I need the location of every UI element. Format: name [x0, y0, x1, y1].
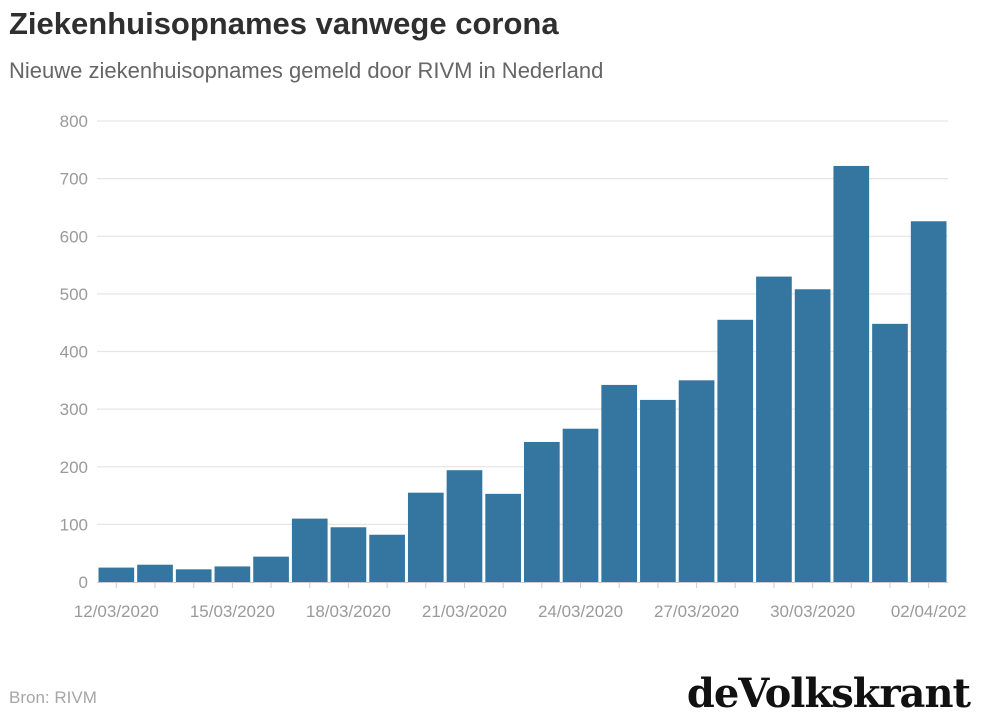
y-tick-label: 500: [60, 285, 88, 304]
chart-subtitle: Nieuwe ziekenhuisopnames gemeld door RIV…: [9, 58, 604, 83]
bar: [562, 428, 599, 582]
source-note: Bron: RIVM: [9, 688, 97, 707]
x-tick-label: 24/03/2020: [538, 602, 623, 621]
bar: [872, 323, 908, 582]
bar: [910, 221, 947, 582]
bar: [640, 399, 676, 582]
bar: [833, 165, 870, 582]
x-tick-label: 21/03/2020: [422, 602, 507, 621]
x-tick-label: 27/03/2020: [654, 602, 739, 621]
axes: 0 100 200 300 400 500 600 700 800 12/03/2020 15/03…: [60, 112, 967, 621]
bar: [291, 518, 328, 582]
bar-chart: 0 100 200 300 400 500 600 700 800 12/03/2020 15/03…: [60, 112, 967, 621]
bar: [678, 380, 715, 582]
y-tick-label: 100: [60, 515, 88, 534]
volkskrant-logo: deVolkskrant: [686, 670, 971, 717]
bar: [330, 527, 367, 582]
bar: [137, 564, 173, 582]
x-tick-label: 18/03/2020: [306, 602, 391, 621]
y-tick-label: 600: [60, 227, 88, 246]
bar: [601, 384, 638, 582]
x-tick-label: 12/03/2020: [74, 602, 159, 621]
bar: [794, 289, 831, 582]
bar: [756, 276, 792, 582]
bar: [717, 319, 754, 582]
bar: [369, 534, 405, 582]
y-tick-label: 400: [60, 343, 88, 362]
bar: [446, 470, 483, 582]
y-tick-label: 300: [60, 400, 88, 419]
y-tick-label: 800: [60, 112, 88, 131]
bar: [98, 567, 135, 582]
bar: [214, 566, 251, 582]
bar: [485, 493, 521, 582]
chart-title: Ziekenhuisopnames vanwege corona: [9, 6, 559, 41]
bar: [253, 556, 289, 582]
y-tick-label: 200: [60, 458, 88, 477]
y-tick-label: 700: [60, 170, 88, 189]
bar: [175, 569, 212, 582]
bar: [407, 492, 444, 582]
x-tick-label: 02/04/202: [891, 602, 967, 621]
bars: [98, 165, 947, 582]
x-tick-label: 15/03/2020: [190, 602, 275, 621]
bar: [524, 441, 560, 582]
x-tick-label: 30/03/2020: [770, 602, 855, 621]
y-tick-label: 0: [79, 573, 88, 592]
